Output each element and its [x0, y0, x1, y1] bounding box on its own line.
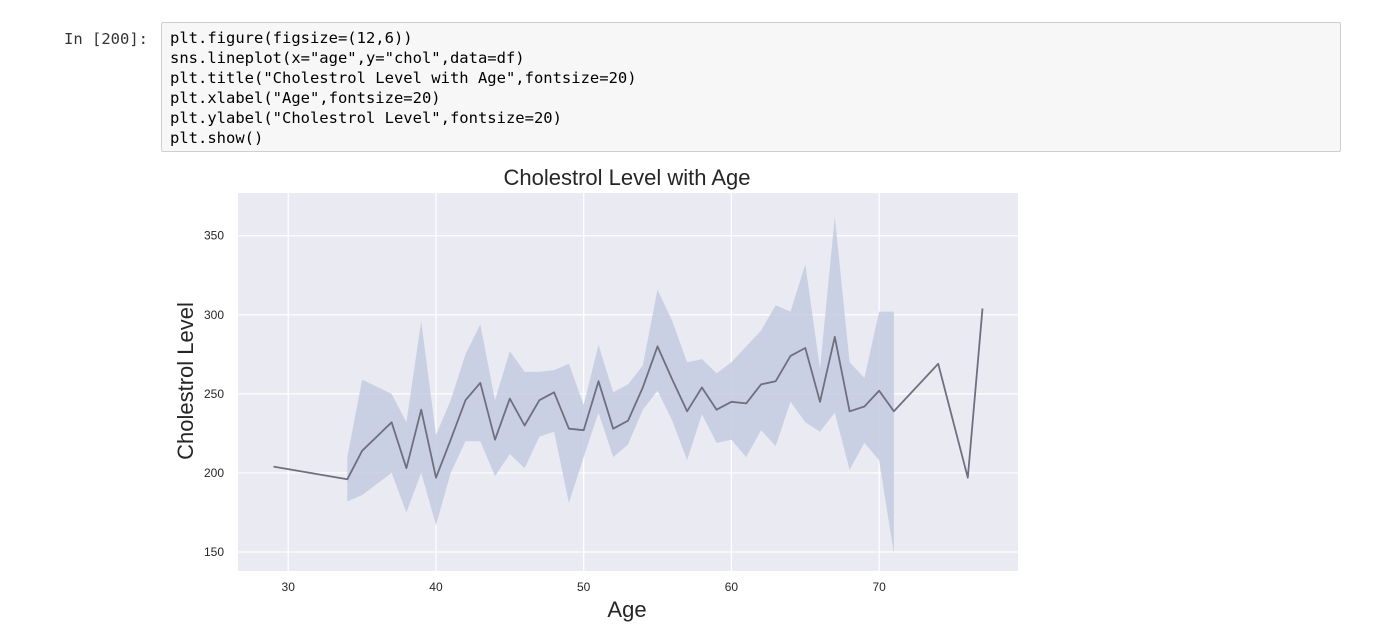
- code-line: plt.figure(figsize=(12,6)): [170, 29, 413, 47]
- y-tick-label: 200: [204, 466, 224, 480]
- y-tick-label: 350: [204, 229, 224, 243]
- chart-title: Cholestrol Level with Age: [503, 165, 750, 190]
- x-axis-label: Age: [607, 597, 646, 622]
- line-chart: Cholestrol Level with Age 30 40 50 60 70 150 2…: [173, 165, 1018, 622]
- y-axis-label: Cholestrol Level: [173, 302, 198, 460]
- y-tick-label: 300: [204, 308, 224, 322]
- code-line: sns.lineplot(x="age",y="chol",data=df): [170, 49, 525, 67]
- code-input-area[interactable]: plt.figure(figsize=(12,6)) sns.lineplot(…: [161, 22, 1341, 152]
- code-line: plt.show(): [170, 129, 264, 147]
- code-line: plt.title("Cholestrol Level with Age",fo…: [170, 69, 637, 87]
- x-tick-label: 60: [725, 580, 739, 594]
- x-tick-label: 50: [577, 580, 591, 594]
- code-line: plt.xlabel("Age",fontsize=20): [170, 89, 441, 107]
- cell-prompt: In [200]:: [64, 30, 148, 48]
- y-tick-label: 150: [204, 545, 224, 559]
- x-tick-label: 30: [282, 580, 296, 594]
- series-line: [273, 308, 984, 481]
- y-tick-label: 250: [204, 387, 224, 401]
- plot-area: 30 40 50 60 70 150 200 250 300 350: [204, 193, 1018, 594]
- x-tick-label: 70: [872, 580, 886, 594]
- confidence-band: [347, 216, 894, 554]
- plot-background: [238, 193, 1018, 571]
- cell-output: Cholestrol Level with Age 30 40 50 60 70 150 2…: [161, 155, 1341, 637]
- x-tick-label: 40: [429, 580, 443, 594]
- code-line: plt.ylabel("Cholestrol Level",fontsize=2…: [170, 109, 562, 127]
